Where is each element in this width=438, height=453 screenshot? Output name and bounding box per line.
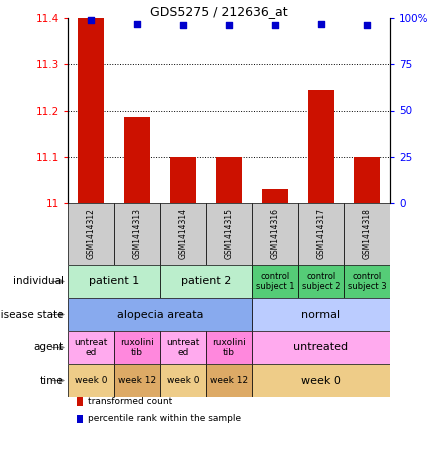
- Text: GSM1414313: GSM1414313: [133, 208, 141, 259]
- Text: ruxolini
tib: ruxolini tib: [212, 338, 246, 357]
- Bar: [354, 157, 380, 203]
- Text: normal: normal: [301, 309, 341, 319]
- Bar: [206, 331, 252, 364]
- Bar: [252, 364, 390, 397]
- Bar: [344, 265, 390, 298]
- Bar: [308, 90, 334, 203]
- Text: GDS5275 / 212636_at: GDS5275 / 212636_at: [150, 5, 288, 18]
- Text: patient 1: patient 1: [89, 276, 139, 286]
- Text: week 12: week 12: [118, 376, 156, 385]
- Text: untreat
ed: untreat ed: [74, 338, 108, 357]
- Bar: [298, 265, 344, 298]
- Bar: [124, 117, 150, 203]
- Point: [180, 22, 187, 29]
- Text: percentile rank within the sample: percentile rank within the sample: [88, 414, 241, 423]
- Bar: [344, 203, 390, 265]
- Text: week 0: week 0: [167, 376, 199, 385]
- Bar: [114, 203, 160, 265]
- Bar: [206, 364, 252, 397]
- Bar: [68, 331, 114, 364]
- Text: control
subject 2: control subject 2: [302, 272, 340, 291]
- Bar: [114, 364, 160, 397]
- Bar: [68, 265, 160, 298]
- Text: transformed count: transformed count: [88, 397, 172, 406]
- Text: patient 2: patient 2: [181, 276, 231, 286]
- Bar: [262, 189, 288, 203]
- Point: [226, 22, 233, 29]
- Text: GSM1414317: GSM1414317: [317, 208, 325, 259]
- Text: ruxolini
tib: ruxolini tib: [120, 338, 154, 357]
- Bar: [216, 157, 242, 203]
- Bar: [160, 364, 206, 397]
- Bar: [160, 203, 206, 265]
- Text: GSM1414314: GSM1414314: [179, 208, 187, 259]
- Bar: [68, 364, 114, 397]
- Text: week 12: week 12: [210, 376, 248, 385]
- Bar: [298, 203, 344, 265]
- Text: control
subject 3: control subject 3: [348, 272, 386, 291]
- Text: week 0: week 0: [75, 376, 107, 385]
- Text: GSM1414312: GSM1414312: [86, 208, 95, 259]
- Text: alopecia areata: alopecia areata: [117, 309, 203, 319]
- Point: [88, 16, 95, 24]
- Text: control
subject 1: control subject 1: [256, 272, 294, 291]
- Bar: [78, 18, 104, 203]
- Text: disease state: disease state: [0, 309, 64, 319]
- Text: individual: individual: [13, 276, 64, 286]
- Text: time: time: [40, 376, 64, 386]
- Point: [364, 22, 371, 29]
- Text: week 0: week 0: [301, 376, 341, 386]
- Text: GSM1414318: GSM1414318: [363, 208, 371, 259]
- Point: [134, 20, 141, 27]
- Text: GSM1414316: GSM1414316: [271, 208, 279, 259]
- Text: GSM1414315: GSM1414315: [225, 208, 233, 259]
- Bar: [160, 265, 252, 298]
- Text: agent: agent: [33, 342, 64, 352]
- Point: [318, 20, 325, 27]
- Bar: [160, 331, 206, 364]
- Bar: [252, 298, 390, 331]
- Text: untreated: untreated: [293, 342, 349, 352]
- Bar: [170, 157, 196, 203]
- Text: untreat
ed: untreat ed: [166, 338, 200, 357]
- Bar: [252, 203, 298, 265]
- Bar: [68, 203, 114, 265]
- Bar: [252, 265, 298, 298]
- Bar: [252, 331, 390, 364]
- Bar: [68, 298, 252, 331]
- Bar: [114, 331, 160, 364]
- Bar: [206, 203, 252, 265]
- Point: [272, 22, 279, 29]
